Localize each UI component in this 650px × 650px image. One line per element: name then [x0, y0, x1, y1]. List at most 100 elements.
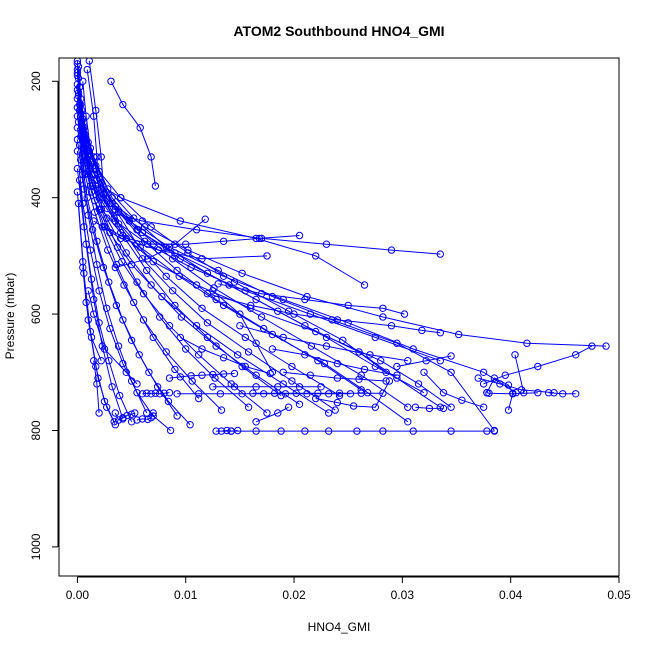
data-point: [439, 404, 448, 413]
series-line: [180, 336, 271, 374]
data-point: [100, 199, 109, 208]
data-point: [249, 389, 257, 397]
series-line: [88, 60, 105, 204]
series-28: [74, 199, 120, 429]
data-point: [252, 418, 260, 426]
series-line: [80, 113, 282, 397]
series-line: [486, 377, 514, 411]
series-line: [514, 354, 525, 393]
data-point: [138, 390, 147, 398]
data-point: [176, 333, 185, 342]
data-point: [236, 322, 244, 330]
data-point: [176, 217, 185, 225]
series-line: [115, 218, 206, 268]
data-point: [105, 278, 113, 286]
data-point: [176, 373, 185, 381]
data-point: [74, 199, 83, 208]
series-line: [415, 406, 444, 409]
data-point: [182, 240, 190, 248]
data-point: [97, 205, 105, 214]
series-line: [87, 290, 138, 385]
data-point: [277, 427, 285, 435]
data-point: [572, 390, 580, 398]
data-point: [260, 390, 268, 398]
data-point: [455, 330, 463, 339]
series-line: [86, 69, 100, 198]
series-44: [411, 403, 448, 413]
data-point: [234, 426, 242, 435]
data-point: [139, 290, 148, 298]
data-point: [151, 389, 160, 397]
data-point: [79, 199, 87, 208]
data-point: [83, 194, 91, 202]
data-point: [149, 412, 157, 420]
data-point: [602, 342, 610, 350]
series-38: [203, 290, 444, 337]
data-point: [281, 390, 290, 398]
data-point: [169, 287, 177, 295]
data-point: [73, 164, 82, 173]
data-point: [404, 403, 412, 411]
data-point: [501, 371, 509, 379]
data-point: [108, 383, 116, 391]
series-line: [76, 107, 300, 405]
series-line: [255, 406, 289, 423]
data-point: [292, 389, 300, 397]
data-point: [187, 372, 195, 380]
data-point: [366, 351, 374, 359]
data-point: [90, 357, 98, 365]
data-point: [393, 339, 401, 347]
series-66: [176, 333, 274, 378]
data-point: [263, 409, 271, 417]
data-point: [274, 409, 282, 417]
data-point: [198, 345, 206, 353]
data-point: [279, 333, 287, 342]
series-57: [138, 389, 174, 398]
data-point: [331, 406, 339, 414]
data-point: [377, 357, 385, 365]
data-point: [122, 234, 130, 243]
data-point: [75, 176, 84, 184]
data-point: [360, 281, 369, 289]
series-53: [173, 390, 355, 398]
data-point: [203, 269, 212, 277]
data-point: [257, 313, 266, 321]
data-point: [379, 304, 387, 312]
data-point: [145, 368, 153, 376]
data-point: [534, 362, 542, 371]
series-line: [212, 290, 273, 373]
series-line: [396, 355, 452, 367]
data-point: [173, 390, 181, 398]
data-point: [277, 391, 285, 400]
series-14: [75, 100, 339, 414]
data-point: [156, 313, 164, 321]
data-point: [77, 156, 85, 164]
data-point: [127, 418, 136, 426]
data-point: [295, 400, 304, 408]
data-point: [165, 389, 174, 397]
data-point: [160, 389, 168, 397]
data-point: [111, 409, 120, 417]
data-point: [84, 211, 92, 219]
data-point: [147, 223, 155, 231]
series-33: [95, 205, 444, 258]
series-37: [214, 280, 409, 318]
data-point: [474, 374, 482, 382]
data-point: [379, 389, 387, 397]
data-point: [288, 377, 296, 385]
data-point: [195, 390, 203, 398]
y-tick-label: 400: [29, 187, 43, 207]
data-point: [203, 333, 212, 342]
data-point: [479, 403, 488, 411]
data-point: [268, 345, 277, 353]
data-point: [436, 329, 444, 337]
data-point: [458, 396, 466, 404]
data-point: [147, 281, 155, 289]
series-line: [79, 180, 124, 420]
y-axis-label: Pressure (mbar): [3, 273, 17, 360]
data-point: [317, 383, 325, 391]
data-point: [223, 426, 231, 435]
data-point: [333, 398, 342, 407]
series-31: [83, 65, 103, 202]
